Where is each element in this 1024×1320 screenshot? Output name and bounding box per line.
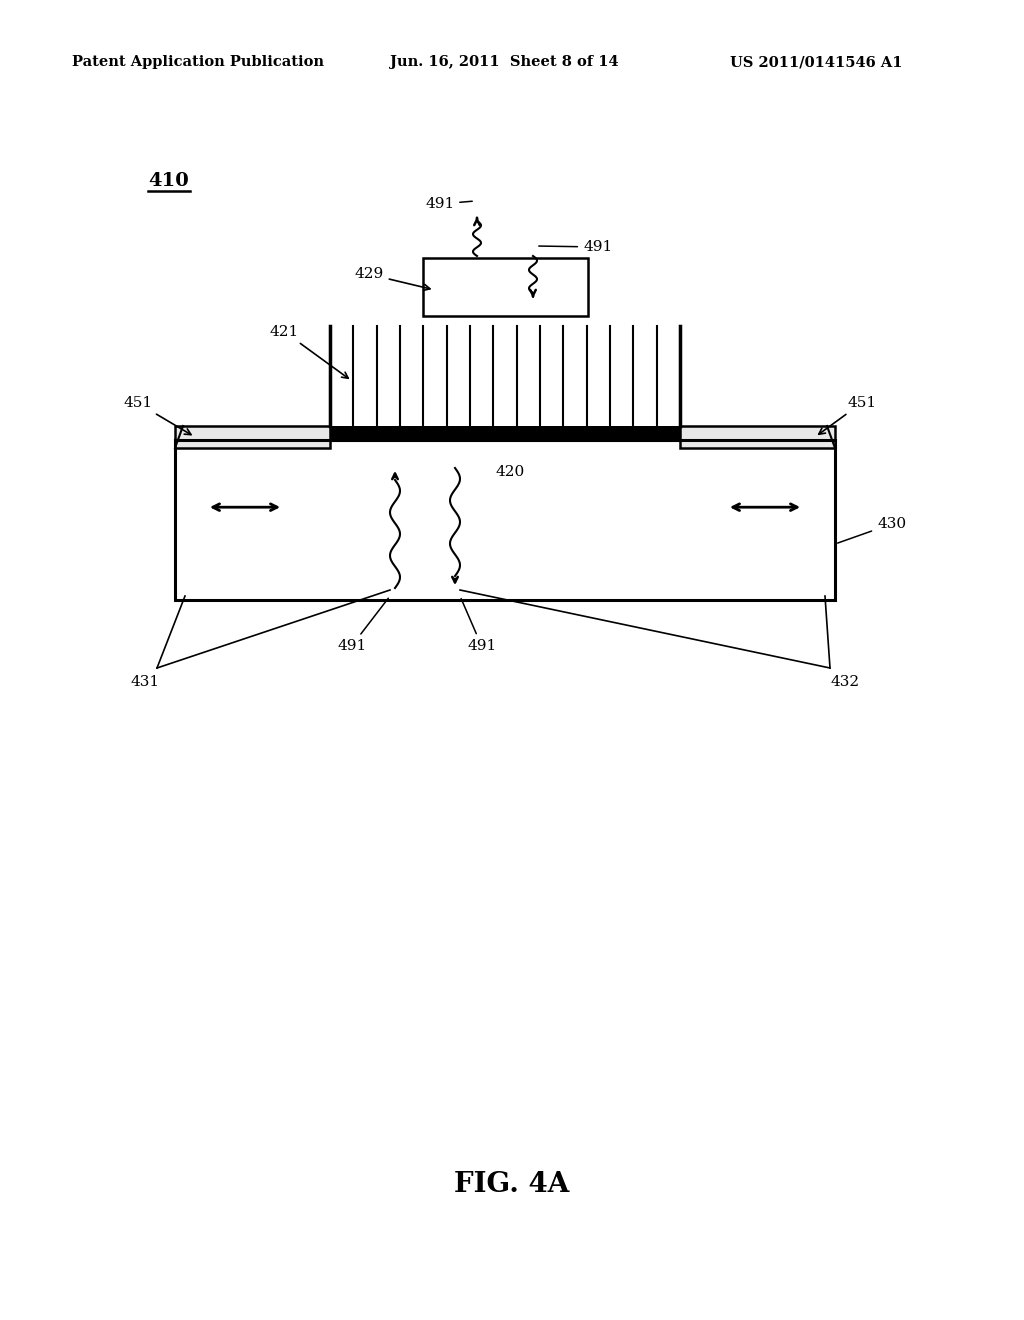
Text: 491: 491 (337, 598, 388, 653)
Text: Jun. 16, 2011  Sheet 8 of 14: Jun. 16, 2011 Sheet 8 of 14 (390, 55, 618, 69)
Text: 491: 491 (461, 598, 497, 653)
Bar (175, 426, 330, 447)
Text: 491: 491 (539, 240, 612, 253)
Text: 431: 431 (130, 675, 160, 689)
Text: 451: 451 (123, 396, 191, 434)
Text: 451: 451 (819, 396, 877, 434)
Text: 432: 432 (830, 675, 859, 689)
Text: 410: 410 (148, 172, 188, 190)
Text: 421: 421 (270, 325, 348, 379)
Text: Patent Application Publication: Patent Application Publication (72, 55, 324, 69)
Text: 420: 420 (495, 465, 524, 479)
Bar (175, 426, 835, 440)
Text: 429: 429 (354, 267, 430, 290)
Text: US 2011/0141546 A1: US 2011/0141546 A1 (730, 55, 902, 69)
Bar (423, 257, 588, 315)
Bar (175, 440, 835, 601)
Text: 430: 430 (838, 517, 906, 543)
Text: 491: 491 (425, 197, 472, 211)
Bar (680, 426, 835, 447)
Text: FIG. 4A: FIG. 4A (455, 1172, 569, 1199)
